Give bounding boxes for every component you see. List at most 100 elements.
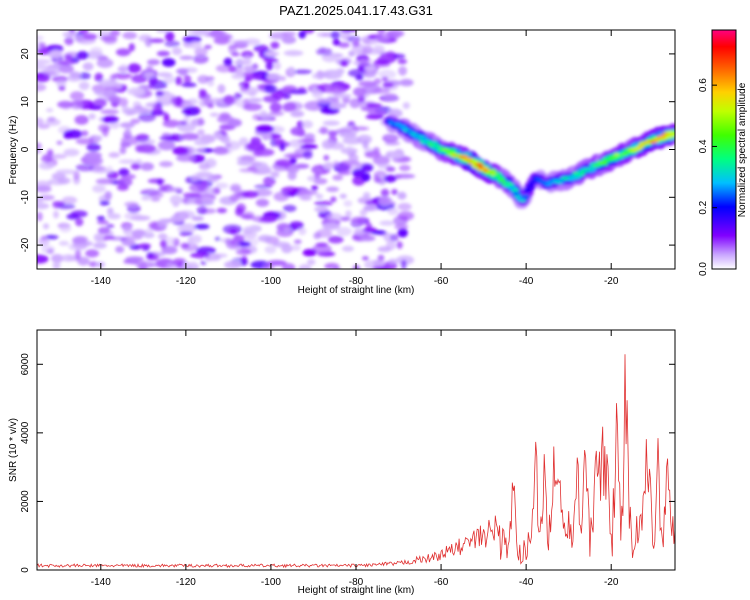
noise-blob (85, 249, 100, 258)
noise-blob (50, 154, 67, 159)
noise-blob (230, 183, 242, 192)
noise-blob (373, 78, 382, 85)
noise-blob (189, 41, 202, 49)
noise-blob (213, 36, 231, 45)
signal-blob (465, 157, 473, 161)
noise-blob (372, 87, 391, 94)
noise-blob (307, 258, 316, 266)
noise-blob (138, 112, 156, 122)
noise-blob (322, 120, 340, 126)
noise-blob (398, 66, 408, 76)
noise-blob (345, 210, 352, 218)
noise-blob (163, 113, 170, 122)
noise-blob (244, 38, 261, 46)
noise-blob (397, 202, 412, 211)
noise-blob (337, 171, 352, 176)
noise-blob (118, 64, 129, 73)
noise-blob (115, 48, 131, 57)
noise-blob (219, 112, 231, 120)
noise-blob (215, 182, 229, 189)
noise-blob (135, 108, 155, 113)
signal-blob (460, 155, 468, 159)
top-x-axis-label: Height of straight line (km) (298, 285, 415, 296)
noise-blob (400, 259, 407, 269)
noise-blob (181, 82, 197, 88)
noise-blob (75, 163, 95, 172)
noise-blob (142, 246, 150, 252)
noise-blob (339, 30, 357, 33)
noise-blob (37, 257, 47, 262)
noise-blob (119, 146, 127, 155)
signal-blob (518, 199, 527, 203)
noise-blob (101, 126, 109, 137)
noise-blob (315, 242, 329, 247)
noise-blob (389, 152, 404, 159)
signal-blob (526, 183, 535, 187)
noise-blob (270, 137, 277, 147)
noise-blob (395, 173, 416, 179)
noise-blob (238, 168, 259, 173)
noise-blob (37, 63, 49, 71)
noise-blob (161, 58, 176, 67)
top-y-tick-label: 20 (20, 48, 31, 60)
noise-blob (180, 242, 190, 249)
noise-blob (75, 217, 84, 227)
noise-blob (207, 103, 215, 108)
bottom-x-axis-label: Height of straight line (km) (298, 585, 415, 596)
noise-blob (220, 135, 231, 144)
noise-blob (282, 103, 294, 112)
noise-blob (69, 91, 85, 101)
signal-ridge (384, 113, 675, 209)
noise-blob (359, 58, 373, 63)
noise-blob (51, 172, 66, 180)
noise-blob (287, 170, 297, 181)
noise-blob (269, 102, 282, 113)
noise-blob (266, 73, 282, 81)
noise-blob (56, 140, 63, 145)
noise-blob (364, 151, 382, 159)
noise-blob (214, 148, 233, 155)
noise-blob (37, 35, 44, 41)
noise-blob (353, 87, 367, 97)
noise-blob (108, 95, 122, 103)
bottom-y-tick-label: 0 (20, 567, 31, 573)
noise-blob (224, 260, 242, 269)
noise-blob (179, 120, 187, 126)
noise-blob (366, 103, 382, 108)
noise-blob (145, 253, 159, 261)
noise-blob (287, 154, 305, 159)
signal-blob (529, 179, 537, 183)
noise-blob (199, 89, 207, 98)
noise-blob (170, 214, 184, 223)
noise-blob (37, 196, 45, 203)
noise-blob (380, 188, 390, 198)
noise-blob (267, 260, 287, 266)
colorbar-label: Normalized spectral amplitude (737, 82, 748, 217)
bottom-x-tick-label: -20 (604, 577, 619, 588)
noise-blob (145, 65, 154, 71)
noise-blob (290, 244, 301, 251)
noise-blob (382, 82, 394, 88)
noise-blob (273, 61, 281, 70)
noise-blob (332, 39, 341, 46)
noise-blob (55, 203, 76, 210)
noise-blob (343, 200, 353, 207)
noise-blob (231, 73, 245, 80)
signal-blob (600, 162, 609, 166)
noise-blob (156, 50, 170, 57)
signal-blob (605, 158, 614, 162)
noise-blob (274, 138, 285, 145)
noise-blob (87, 105, 103, 110)
noise-blob (179, 231, 194, 236)
top-y-axis-label: Frequency (Hz) (8, 116, 19, 185)
noise-blob (373, 36, 391, 41)
top-x-tick-label: -60 (434, 276, 449, 287)
noise-blob (358, 80, 377, 87)
noise-blob (141, 196, 152, 201)
signal-blob (498, 178, 507, 182)
noise-blob (387, 207, 399, 216)
noise-blob (37, 211, 43, 222)
bottom-y-tick-label: 2000 (20, 490, 31, 513)
noise-blob (290, 110, 305, 118)
noise-blob (311, 244, 332, 254)
